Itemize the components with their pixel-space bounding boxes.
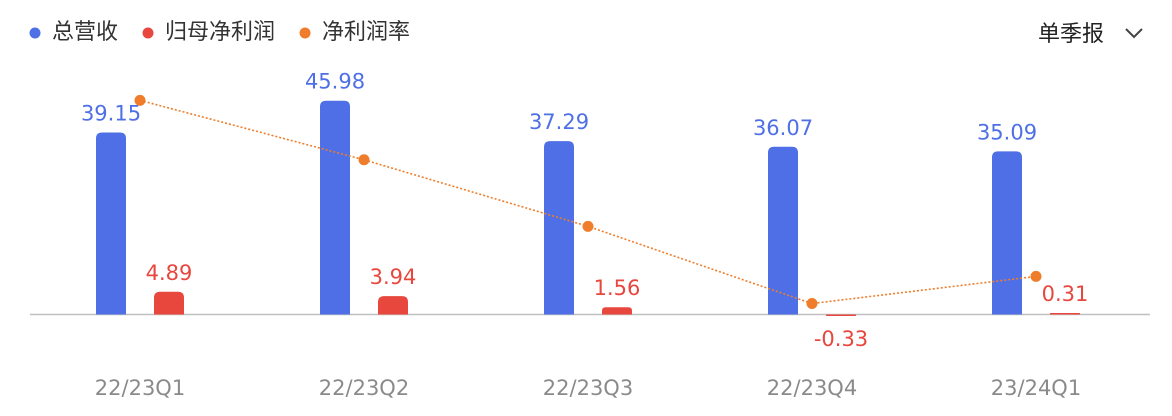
value-label: 35.09 [977, 120, 1037, 144]
bar [96, 132, 126, 315]
x-tick-label: 22/23Q4 [767, 376, 857, 400]
legend-marker[interactable] [29, 27, 41, 39]
bar [602, 307, 632, 315]
line-point [582, 220, 594, 232]
value-label: 0.31 [1042, 282, 1089, 306]
x-tick-label: 22/23Q3 [543, 376, 633, 400]
line-point [1030, 270, 1042, 282]
legend-marker[interactable] [299, 27, 311, 39]
line-point [806, 298, 818, 310]
bar [320, 100, 350, 315]
value-label: 3.94 [370, 265, 417, 289]
bar [154, 291, 184, 315]
value-label: 39.15 [81, 101, 141, 125]
value-label: 1.56 [594, 276, 641, 300]
period-selector[interactable]: 单季报 [1038, 22, 1143, 47]
bar [768, 146, 798, 315]
bar [544, 141, 574, 315]
legend-label[interactable]: 总营收 [52, 20, 118, 45]
bar [992, 151, 1022, 315]
bar [826, 314, 856, 317]
x-tick-label: 22/23Q1 [95, 376, 185, 400]
bar [378, 296, 408, 315]
bar [1050, 313, 1080, 315]
x-tick-label: 23/24Q1 [991, 376, 1081, 400]
line-point [134, 94, 146, 106]
legend-label[interactable]: 归母净利润 [165, 20, 275, 45]
legend-label[interactable]: 净利润率 [322, 20, 410, 45]
legend-marker[interactable] [142, 27, 154, 39]
line-point [358, 154, 370, 166]
period-label[interactable]: 单季报 [1038, 22, 1104, 47]
value-label: 45.98 [305, 70, 365, 94]
value-label: 37.29 [529, 110, 589, 134]
x-tick-label: 22/23Q2 [319, 376, 409, 400]
value-label: 4.89 [146, 261, 193, 285]
value-label: -0.33 [814, 327, 868, 351]
dropdown-chevron[interactable] [1125, 28, 1143, 39]
value-label: 36.07 [753, 116, 813, 140]
